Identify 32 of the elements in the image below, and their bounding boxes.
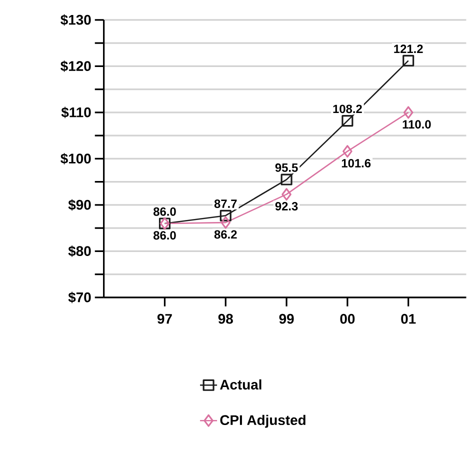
y-tick-label: $90 (68, 199, 91, 211)
point (220, 216, 231, 229)
x-tick-label: 97 (157, 314, 172, 324)
x-tick-label: 00 (340, 314, 355, 324)
data-label: 108.2 (333, 104, 362, 114)
y-tick-label: $130 (60, 14, 91, 26)
data-label: 110.0 (402, 120, 431, 128)
point (280, 174, 292, 186)
data-label: 95.5 (275, 163, 298, 172)
point (342, 144, 352, 158)
point (402, 54, 414, 66)
point (342, 114, 354, 126)
data-label: 86.0 (153, 231, 176, 240)
y-tick-label: $110 (61, 106, 91, 118)
x-tick-label: 98 (218, 314, 233, 324)
point (282, 188, 292, 201)
data-label: 86.0 (153, 207, 176, 216)
legend-label: CPI Adjusted (220, 414, 306, 428)
y-tick-label: $80 (68, 245, 91, 257)
x-tick-label: 99 (279, 314, 294, 324)
point (403, 106, 414, 119)
data-label: 87.7 (214, 199, 237, 208)
y-tick-label: $70 (68, 292, 91, 304)
y-tick-label: $120 (60, 60, 91, 72)
legend-label: Actual (220, 379, 262, 390)
y-tick-label: $100 (60, 152, 91, 164)
x-tick-label: 01 (401, 314, 416, 324)
point (220, 210, 232, 222)
data-label: 101.6 (342, 158, 371, 168)
data-label: 121.2 (394, 44, 423, 53)
data-label: 92.3 (275, 202, 298, 210)
data-label: 86.2 (214, 230, 237, 239)
